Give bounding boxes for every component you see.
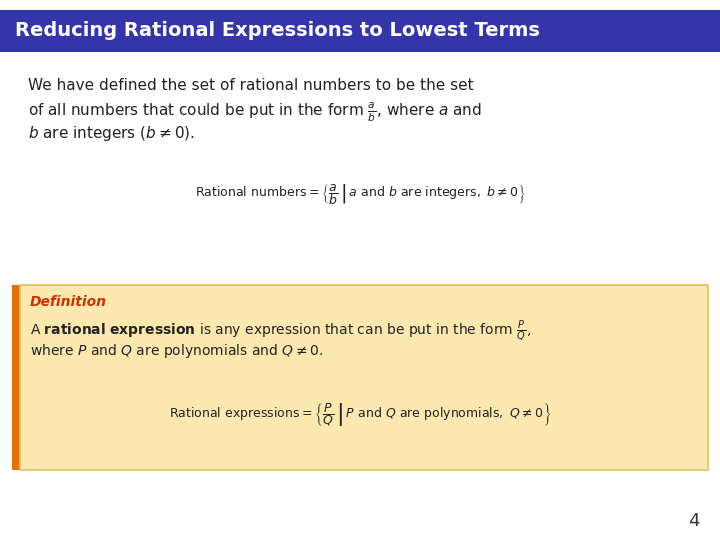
FancyBboxPatch shape (20, 285, 708, 470)
Text: of all numbers that could be put in the form $\frac{a}{b}$, where $a$ and: of all numbers that could be put in the … (28, 101, 482, 125)
Text: where $P$ and $Q$ are polynomials and $Q \neq 0$.: where $P$ and $Q$ are polynomials and $Q… (30, 342, 323, 360)
Text: 4: 4 (688, 512, 700, 530)
Text: A $\mathbf{rational\ expression}$ is any expression that can be put in the form : A $\mathbf{rational\ expression}$ is any… (30, 318, 531, 343)
Text: Definition: Definition (30, 295, 107, 309)
Text: $b$ are integers ($b \neq 0$).: $b$ are integers ($b \neq 0$). (28, 124, 195, 143)
FancyBboxPatch shape (0, 10, 720, 52)
FancyBboxPatch shape (12, 285, 20, 470)
Text: $\mathrm{Rational\ numbers} = \left\{\dfrac{a}{b}\,\middle|\, a\ \mathrm{and}\ b: $\mathrm{Rational\ numbers} = \left\{\df… (194, 183, 526, 207)
Text: $\mathrm{Rational\ expressions} = \left\{\dfrac{P}{Q}\,\middle|\, P\ \mathrm{and: $\mathrm{Rational\ expressions} = \left\… (168, 401, 552, 429)
Text: We have defined the set of rational numbers to be the set: We have defined the set of rational numb… (28, 78, 474, 93)
Text: Reducing Rational Expressions to Lowest Terms: Reducing Rational Expressions to Lowest … (15, 22, 540, 40)
